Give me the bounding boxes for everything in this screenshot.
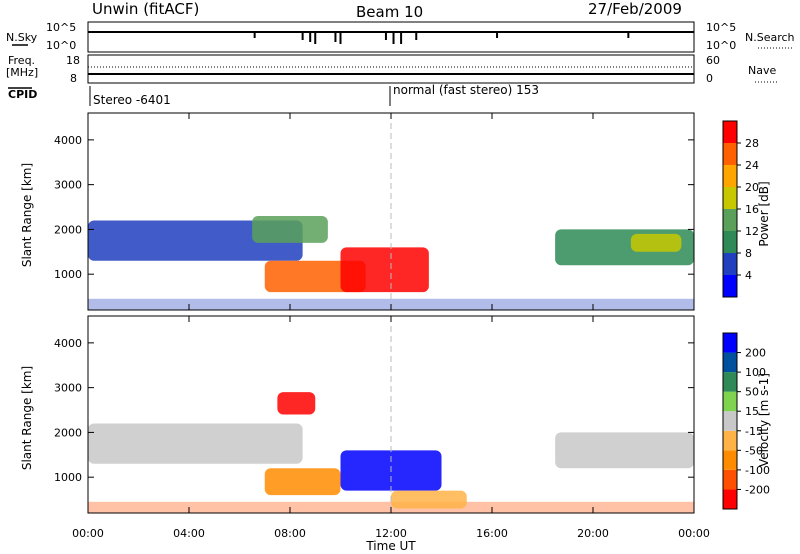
freq-tick-high: 18 <box>66 54 80 67</box>
power-colorbar-tick-label: 8 <box>745 247 752 260</box>
colorbar-swatch <box>723 372 737 392</box>
velocity-colorbar-tick-label: 200 <box>745 347 766 360</box>
velocity-colorbar-tick-label: -50 <box>745 444 763 457</box>
freq-tick-low: 8 <box>70 72 77 85</box>
nsky-tick-high: 10^5 <box>46 21 76 34</box>
nave-tick-high: 60 <box>706 54 720 67</box>
x-tick-label: 16:00 <box>476 527 508 540</box>
velocity-colorbar-tick-label: -100 <box>745 464 770 477</box>
beam-title: Beam 10 <box>356 3 423 21</box>
power-colorbar-label: Power [dB] <box>757 181 771 246</box>
y-tick-label: 4000 <box>54 337 82 350</box>
x-tick-label: 04:00 <box>173 527 205 540</box>
scatter-region <box>88 423 303 464</box>
colorbar-swatch <box>723 450 737 470</box>
colorbar-swatch <box>723 430 737 451</box>
cpid-right-text: normal (fast stereo) 153 <box>393 83 539 97</box>
colorbar-swatch <box>723 333 737 353</box>
y-tick-label: 1000 <box>54 268 82 281</box>
colorbar-swatch <box>723 469 737 490</box>
colorbar-swatch <box>723 253 737 275</box>
x-tick-label: 00:00 <box>72 527 104 540</box>
velocity-ylabel: Slant Range [km] <box>20 366 34 470</box>
scatter-region <box>277 392 316 415</box>
colorbar-frame <box>722 332 738 510</box>
velocity-colorbar: 200 100 50 15 -15 -50 -100 -200 <box>722 332 770 510</box>
power-colorbar-tick-label: 24 <box>745 159 759 172</box>
power-colorbar-tick-label: 20 <box>745 181 759 194</box>
y-tick-label: 3000 <box>54 382 82 395</box>
scatter-region <box>391 490 467 509</box>
power-colorbar-tick-label: 16 <box>745 203 759 216</box>
nsky-label: N.Sky <box>6 31 38 44</box>
x-tick-label: 12:00 <box>375 527 407 540</box>
scatter-region <box>555 432 694 469</box>
freq-label: Freq. <box>8 54 35 67</box>
velocity-panel: 1000 2000 3000 4000 Slant Range [km] <box>20 315 695 514</box>
freq-unit: [MHz] <box>6 66 38 79</box>
y-tick-label: 4000 <box>54 134 82 147</box>
power-colorbar-tick-label: 12 <box>745 225 759 238</box>
power-colorbar-tick-label: 28 <box>745 137 759 150</box>
nsky-panel: N.Sky 10^5 10^0 10^5 10^0 N.Search <box>6 21 795 53</box>
x-tick-label: 08:00 <box>274 527 306 540</box>
velocity-colorbar-tick-label: 50 <box>745 386 759 399</box>
scatter-region <box>340 247 429 293</box>
station-title: Unwin (fitACF) <box>92 0 199 18</box>
nsearch-tick-high: 10^5 <box>706 21 736 34</box>
nsky-tick-low: 10^0 <box>46 39 76 52</box>
date-title: 27/Feb/2009 <box>588 0 682 18</box>
y-tick-label: 1000 <box>54 471 82 484</box>
colorbar-swatch <box>723 411 737 431</box>
colorbar-swatch <box>723 209 737 231</box>
colorbar-swatch <box>723 187 737 209</box>
velocity-colorbar-label: Velocity [m s-1] <box>757 373 771 467</box>
colorbar-swatch <box>723 352 737 373</box>
velocity-colorbar-tick-label: 15 <box>745 405 759 418</box>
power-colorbar: 4 8 12 16 20 24 28 <box>722 120 759 298</box>
colorbar-swatch <box>723 489 737 509</box>
power-ylabel: Slant Range [km] <box>20 163 34 267</box>
scatter-region <box>630 233 682 252</box>
velocity-colorbar-tick-label: -200 <box>745 483 770 496</box>
x-tick-label: 00:00 <box>678 527 710 540</box>
colorbar-swatch <box>723 275 737 297</box>
cpid-panel: CPID Stereo -6401 normal (fast stereo) 1… <box>8 83 539 107</box>
x-tick-label: 20:00 <box>577 527 609 540</box>
scatter-region <box>88 220 303 261</box>
colorbar-swatch <box>723 165 737 187</box>
y-tick-label: 2000 <box>54 426 82 439</box>
x-axis-label: Time UT <box>365 539 416 553</box>
power-colorbar-tick-label: 4 <box>745 269 752 282</box>
nave-label: Nave <box>748 64 776 77</box>
nave-tick-low: 0 <box>706 72 713 85</box>
y-tick-label: 3000 <box>54 179 82 192</box>
y-tick-label: 2000 <box>54 223 82 236</box>
nsearch-label: N.Search <box>745 31 795 44</box>
cpid-left-text: Stereo -6401 <box>93 93 171 107</box>
colorbar-swatch <box>723 121 737 143</box>
colorbar-swatch <box>723 143 737 165</box>
nsearch-tick-low: 10^0 <box>706 39 736 52</box>
power-panel: 1000 2000 3000 4000 Slant Range [km] <box>20 112 695 311</box>
velocity-colorbar-tick-label: 100 <box>745 366 766 379</box>
freq-panel: Freq. [MHz] 18 8 60 0 Nave <box>6 54 778 85</box>
velocity-colorbar-tick-label: -15 <box>745 425 763 438</box>
cpid-label: CPID <box>8 88 37 101</box>
colorbar-swatch <box>723 391 737 412</box>
scatter-region <box>252 215 328 243</box>
colorbar-swatch <box>723 231 737 253</box>
scatter-region <box>264 468 341 496</box>
